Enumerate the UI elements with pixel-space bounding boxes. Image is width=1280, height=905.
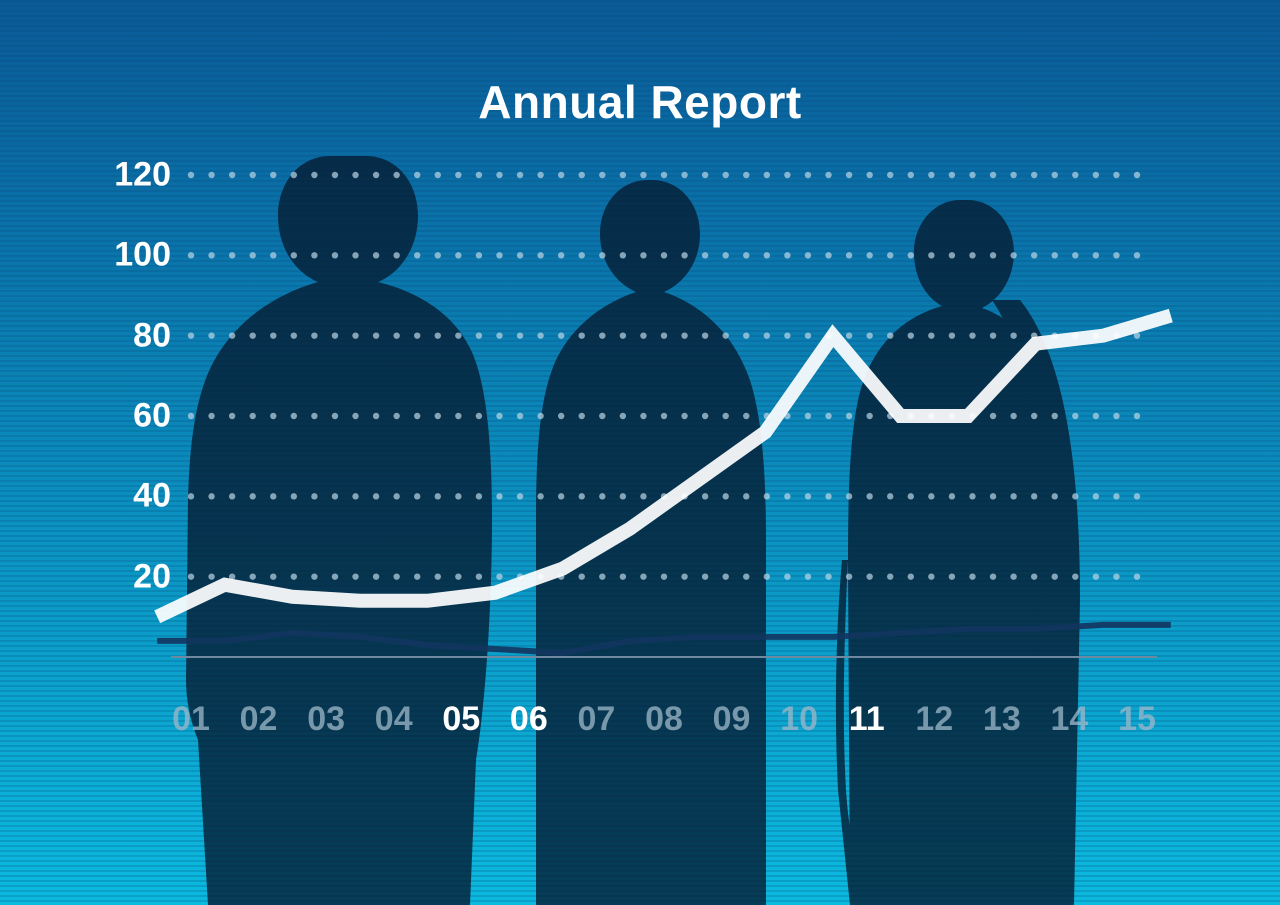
x-tick-label: 11 [849, 700, 885, 739]
x-tick-label: 06 [510, 700, 548, 739]
x-tick-label: 15 [1118, 700, 1156, 739]
x-tick-label: 14 [1051, 700, 1089, 739]
x-tick-label: 12 [915, 700, 953, 739]
series-secondary [157, 625, 1171, 653]
x-tick-label: 13 [983, 700, 1021, 739]
x-tick-label: 02 [240, 700, 278, 739]
x-tick-label: 01 [172, 700, 210, 739]
line-chart [0, 0, 1280, 905]
x-tick-label: 03 [307, 700, 345, 739]
x-axis-labels: 01 02 03 04 05 06 07 08 09 10 11 12 13 14 15 [0, 700, 1280, 750]
x-tick-label: 09 [713, 700, 751, 739]
series-primary [157, 316, 1171, 617]
x-tick-label: 07 [578, 700, 616, 739]
x-tick-label: 04 [375, 700, 413, 739]
x-tick-label: 05 [442, 700, 480, 739]
x-tick-label: 08 [645, 700, 683, 739]
annual-report-graphic: Annual Report 20406080100120 01020304050… [0, 0, 1280, 905]
x-tick-label: 10 [780, 700, 818, 739]
